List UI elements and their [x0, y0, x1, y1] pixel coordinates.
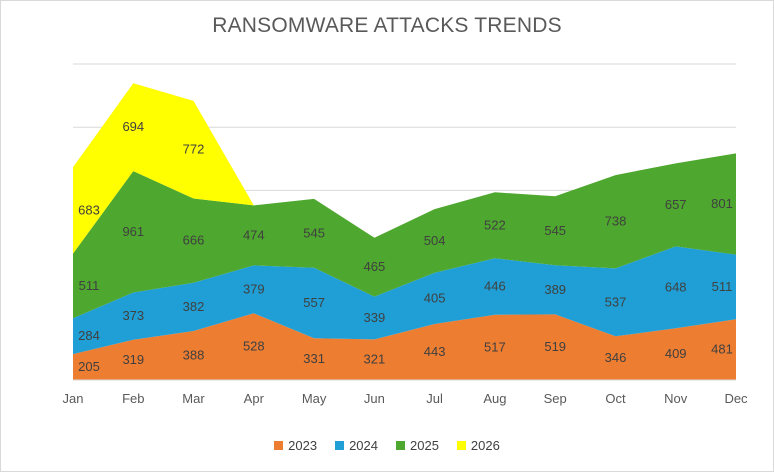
data-label-2023-Jun: 321	[364, 352, 386, 367]
data-label-2024-Aug: 446	[484, 279, 506, 294]
data-label-2024-Jul: 405	[424, 290, 446, 305]
data-label-2023-Apr: 528	[243, 339, 265, 354]
legend-label: 2023	[288, 438, 318, 453]
x-tick-label-Jun: Jun	[364, 391, 385, 406]
data-label-2023-Nov: 409	[665, 346, 687, 361]
series-area-2025	[73, 153, 736, 319]
data-label-2023-Jul: 443	[424, 344, 446, 359]
x-tick-label-May: May	[302, 391, 327, 406]
data-label-2023-Sep: 519	[544, 339, 566, 354]
legend: 2023 2024 2025 2026	[0, 438, 774, 453]
data-label-2024-Jun: 339	[364, 310, 386, 325]
legend-item-2024: 2024	[335, 438, 378, 453]
x-tick-label-Jul: Jul	[426, 391, 443, 406]
data-label-2024-Dec: 511	[712, 279, 733, 294]
data-label-2023-Dec: 481	[711, 342, 733, 357]
data-label-2024-Nov: 648	[665, 279, 687, 294]
legend-label: 2025	[410, 438, 439, 453]
x-tick-label-Mar: Mar	[182, 391, 205, 406]
data-label-2025-Mar: 666	[183, 233, 205, 248]
legend-label: 2026	[470, 438, 500, 453]
data-label-2023-Jan: 205	[78, 359, 100, 374]
x-tick-label-Dec: Dec	[724, 391, 748, 406]
legend-item-2023: 2023	[274, 438, 317, 453]
data-labels: 205 319 388 528 331 321 443 517 519 346 409 481 284 3…	[78, 119, 733, 374]
data-label-2025-May: 545	[303, 225, 325, 240]
data-label-2024-Jan: 284	[78, 328, 100, 343]
data-label-2025-Nov: 657	[665, 197, 687, 212]
legend-swatch	[456, 441, 466, 450]
data-label-2025-Feb: 961	[122, 224, 144, 239]
data-label-2025-Dec: 801	[711, 196, 733, 211]
x-tick-label-Sep: Sep	[544, 391, 567, 406]
data-label-2026-Mar: 772	[183, 142, 205, 157]
data-label-2023-May: 331	[303, 351, 325, 366]
data-label-2024-May: 557	[303, 295, 325, 310]
data-label-2024-Oct: 537	[605, 294, 627, 309]
series-area-2024	[73, 246, 736, 355]
data-label-2025-Jul: 504	[424, 233, 446, 248]
legend-label: 2024	[349, 438, 378, 453]
x-tick-label-Nov: Nov	[664, 391, 688, 406]
x-tick-labels: Jan Feb Mar Apr May Jun Jul Aug Sep Oct Nov Dec	[63, 391, 749, 406]
data-label-2024-Sep: 389	[544, 282, 566, 297]
data-label-2026-Feb: 694	[122, 119, 144, 134]
data-label-2025-Sep: 545	[544, 223, 566, 238]
legend-item-2026: 2026	[456, 438, 500, 453]
data-label-2025-Oct: 738	[605, 214, 627, 229]
x-tick-label-Oct: Oct	[605, 391, 626, 406]
data-label-2025-Jan: 511	[79, 278, 100, 293]
data-label-2026-Jan: 683	[78, 202, 100, 217]
data-label-2023-Aug: 517	[484, 339, 506, 354]
x-tick-label-Apr: Apr	[244, 391, 265, 406]
legend-swatch	[274, 441, 284, 450]
x-tick-label-Aug: Aug	[483, 391, 506, 406]
data-label-2023-Oct: 346	[605, 350, 627, 365]
legend-swatch	[335, 441, 345, 450]
data-label-2025-Apr: 474	[243, 227, 265, 242]
chart-title: RANSOMWARE ATTACKS TRENDS	[212, 14, 562, 37]
data-label-2024-Feb: 373	[122, 308, 144, 323]
data-label-2025-Aug: 522	[484, 217, 506, 232]
data-label-2024-Apr: 379	[243, 281, 265, 296]
series-area-2023	[73, 313, 736, 380]
data-label-2025-Jun: 465	[364, 259, 386, 274]
data-label-2023-Feb: 319	[122, 352, 144, 367]
x-tick-label-Jan: Jan	[63, 391, 84, 406]
x-tick-label-Feb: Feb	[122, 391, 144, 406]
series-areas	[73, 83, 736, 380]
series-area-2026	[73, 83, 254, 254]
data-label-2024-Mar: 382	[183, 299, 205, 314]
data-label-2023-Mar: 388	[183, 348, 205, 363]
legend-swatch	[396, 441, 405, 450]
legend-item-2025: 2025	[396, 438, 439, 453]
